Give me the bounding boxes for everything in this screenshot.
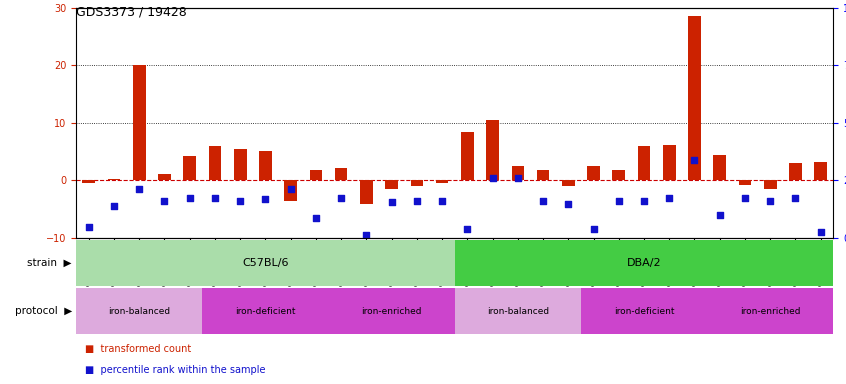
Bar — [789, 163, 802, 180]
Point — [309, 215, 322, 221]
Text: ■  transformed count: ■ transformed count — [85, 344, 191, 354]
Text: strain  ▶: strain ▶ — [27, 258, 72, 268]
Bar — [581, 288, 707, 334]
Point — [536, 198, 550, 204]
Bar — [284, 180, 297, 201]
Text: iron-enriched: iron-enriched — [740, 306, 800, 316]
Bar — [454, 240, 833, 286]
Point — [763, 198, 777, 204]
Bar — [562, 180, 574, 186]
Bar — [335, 168, 348, 180]
Bar — [764, 180, 777, 189]
Bar — [713, 155, 726, 180]
Point — [157, 198, 171, 204]
Point — [788, 195, 802, 201]
Bar — [209, 146, 222, 180]
Point — [688, 157, 701, 164]
Point — [713, 212, 727, 218]
Bar — [233, 149, 246, 180]
Bar — [410, 180, 423, 186]
Bar — [158, 174, 171, 180]
Bar — [815, 162, 827, 180]
Bar — [536, 170, 549, 180]
Point — [284, 186, 298, 192]
Point — [511, 175, 525, 181]
Point — [587, 227, 601, 233]
Bar — [133, 65, 146, 180]
Text: iron-enriched: iron-enriched — [361, 306, 422, 316]
Bar — [512, 166, 525, 180]
Point — [208, 195, 222, 201]
Bar — [328, 288, 454, 334]
Point — [233, 198, 247, 204]
Bar — [739, 180, 751, 185]
Bar — [436, 180, 448, 184]
Point — [562, 200, 575, 207]
Text: C57BL/6: C57BL/6 — [242, 258, 288, 268]
Bar — [454, 288, 581, 334]
Point — [460, 227, 474, 233]
Text: iron-deficient: iron-deficient — [235, 306, 296, 316]
Bar — [107, 179, 120, 180]
Bar — [613, 170, 625, 180]
Bar — [587, 166, 600, 180]
Point — [259, 196, 272, 202]
Text: iron-deficient: iron-deficient — [613, 306, 674, 316]
Bar — [688, 17, 700, 180]
Text: DBA/2: DBA/2 — [627, 258, 662, 268]
Point — [82, 223, 96, 230]
Point — [662, 195, 676, 201]
Text: ■  percentile rank within the sample: ■ percentile rank within the sample — [85, 365, 265, 375]
Bar — [707, 288, 833, 334]
Point — [612, 198, 625, 204]
Bar — [310, 170, 322, 180]
Point — [183, 195, 196, 201]
Bar — [360, 180, 373, 204]
Bar — [202, 288, 328, 334]
Bar — [76, 240, 454, 286]
Bar — [82, 180, 95, 184]
Point — [637, 198, 651, 204]
Bar — [663, 145, 676, 180]
Bar — [259, 151, 272, 180]
Point — [739, 195, 752, 201]
Bar — [461, 132, 474, 180]
Point — [436, 198, 449, 204]
Bar — [638, 146, 651, 180]
Text: iron-balanced: iron-balanced — [486, 306, 549, 316]
Point — [360, 232, 373, 238]
Text: protocol  ▶: protocol ▶ — [14, 306, 72, 316]
Point — [486, 175, 499, 181]
Point — [814, 229, 827, 235]
Bar — [486, 120, 499, 180]
Bar — [76, 288, 202, 334]
Bar — [385, 180, 398, 189]
Point — [334, 195, 348, 201]
Point — [410, 198, 424, 204]
Point — [385, 199, 398, 205]
Text: iron-balanced: iron-balanced — [108, 306, 170, 316]
Bar — [184, 156, 196, 180]
Point — [107, 204, 121, 210]
Text: GDS3373 / 19428: GDS3373 / 19428 — [76, 6, 187, 19]
Point — [133, 186, 146, 192]
